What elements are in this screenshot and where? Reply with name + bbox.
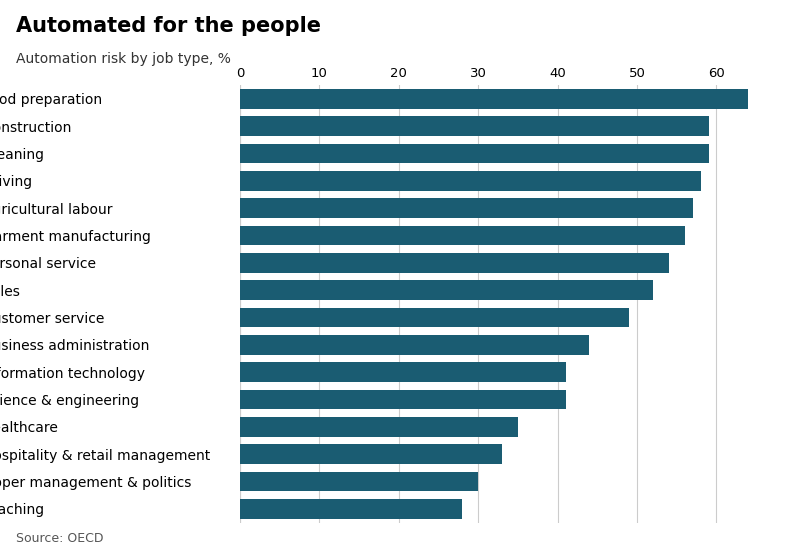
Bar [240,226,685,245]
Bar [240,171,701,191]
Bar [240,89,748,109]
Text: Source: OECD: Source: OECD [16,531,103,544]
Bar [240,335,590,355]
Bar [240,362,566,382]
Bar [240,472,478,491]
Text: Automation risk by job type, %: Automation risk by job type, % [16,52,231,66]
Bar [240,499,462,519]
Bar [240,117,709,136]
Bar [240,390,566,409]
Bar [240,199,693,218]
Bar [240,444,502,464]
Bar [240,280,653,300]
Bar [240,253,669,273]
Bar [240,417,518,437]
Text: Automated for the people: Automated for the people [16,16,321,36]
Bar [240,144,709,163]
Bar [240,307,629,327]
